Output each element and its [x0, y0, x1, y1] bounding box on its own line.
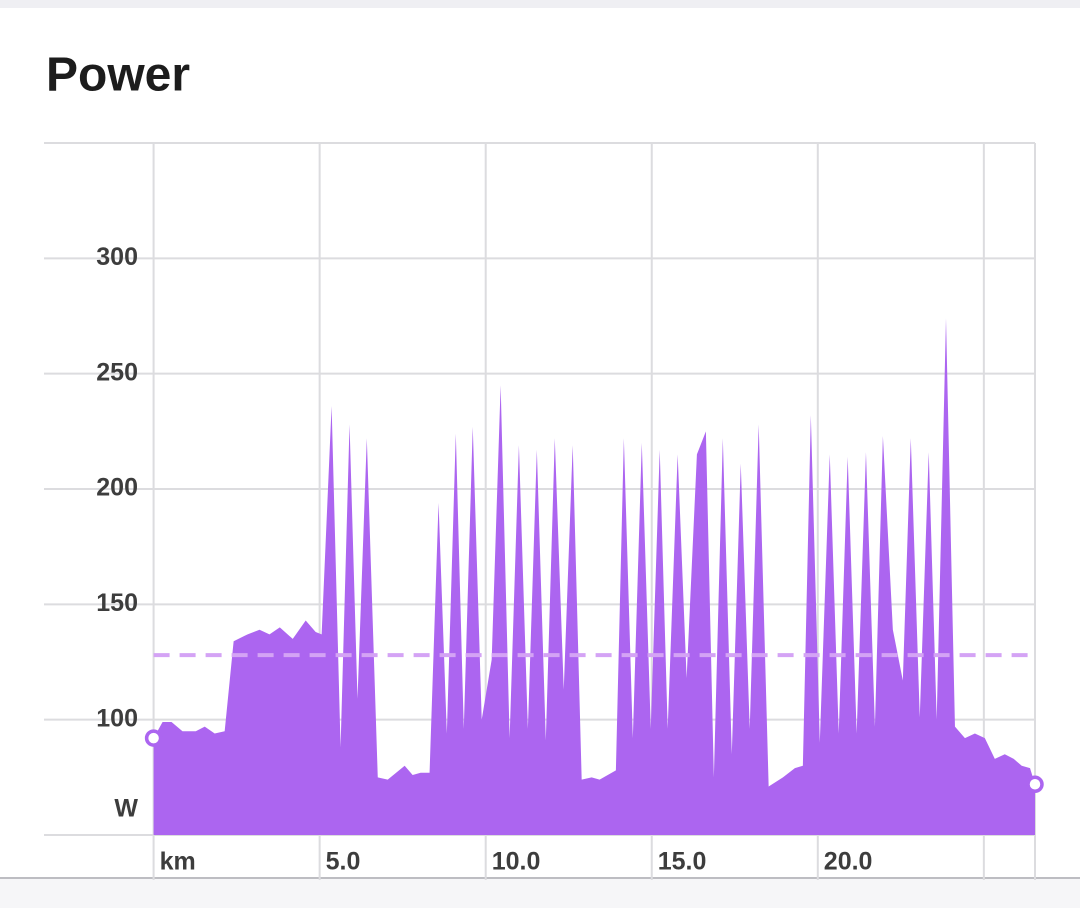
bottom-strip: [0, 878, 1080, 908]
y-unit-label: W: [114, 795, 138, 823]
labels: 100 150 200 250 300 km 5.0 10.0 15.0 20.0: [96, 243, 872, 876]
y-tick-label: 300: [96, 243, 138, 271]
x-tick-label: 10.0: [492, 848, 541, 876]
y-tick-label: 100: [96, 704, 138, 732]
y-tick-label: 250: [96, 358, 138, 386]
end-marker: [1026, 775, 1044, 794]
marks: [144, 318, 1044, 836]
top-strip: [0, 0, 1080, 8]
x-tick-label: 5.0: [326, 848, 361, 876]
x-tick-label: 20.0: [824, 848, 873, 876]
x-tick-label: 15.0: [658, 848, 707, 876]
y-tick-label: 200: [96, 474, 138, 502]
x-tick-label: km: [160, 848, 196, 876]
y-tick-label: 150: [96, 589, 138, 617]
area: [153, 318, 1036, 836]
end-marker: [144, 729, 163, 747]
chart-title: Power: [46, 49, 190, 102]
